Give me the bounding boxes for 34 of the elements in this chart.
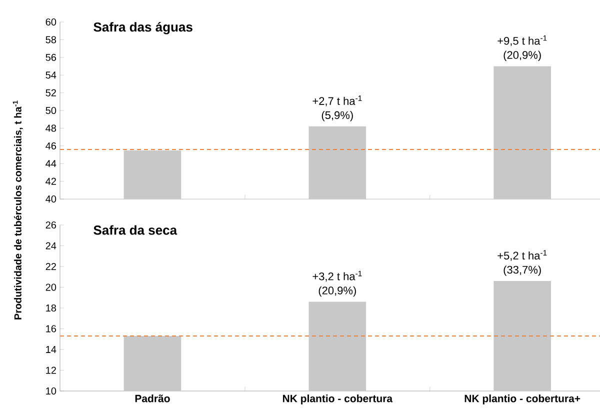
chart-title: Safra das águas xyxy=(94,22,192,34)
y-tick-label: 14 xyxy=(46,346,56,353)
y-tick-label: 52 xyxy=(46,89,56,96)
y-tick-label: 24 xyxy=(46,242,56,250)
annotation: +2,7 t ha$^{-1}$ xyxy=(312,96,362,106)
annotation: (20,9%) xyxy=(318,286,356,297)
y-tick-label: 56 xyxy=(46,54,56,61)
y-tick-label: 42 xyxy=(46,178,56,185)
chart-title: Safra da seca xyxy=(94,225,178,235)
y-tick-label: 50 xyxy=(46,106,56,114)
y-tick-label: 48 xyxy=(46,124,56,132)
annotation: (33,7%) xyxy=(504,266,541,276)
annotation: +5,2 t ha$^{-1}$ xyxy=(498,250,547,261)
y-tick-label: 20 xyxy=(46,284,56,291)
x-tick-label: NK plantio - cobertura+ xyxy=(464,394,580,404)
y-tick-label: 16 xyxy=(46,325,56,332)
y-tick-label: 10 xyxy=(46,387,56,395)
y-tick-label: 22 xyxy=(46,263,56,270)
y-tick-label: 44 xyxy=(46,160,56,168)
y-tick-label: 26 xyxy=(46,221,56,229)
y-tick-label: 60 xyxy=(46,18,56,26)
y-tick-label: 58 xyxy=(46,36,56,44)
annotation: +9,5 t ha$^{-1}$ xyxy=(498,35,547,46)
y-tick-label: 46 xyxy=(46,142,56,150)
annotation: (20,9%) xyxy=(504,50,541,62)
y-tick-label: 40 xyxy=(46,195,56,203)
annotation: (5,9%) xyxy=(322,110,353,122)
x-tick-label: NK plantio - cobertura xyxy=(282,394,393,404)
y-tick-label: 12 xyxy=(46,366,56,374)
y-tick-label: 18 xyxy=(46,304,56,312)
annotation: +3,2 t ha$^{-1}$ xyxy=(312,270,362,282)
x-tick-label: Padrão xyxy=(135,394,170,402)
y-tick-label: 54 xyxy=(46,72,56,79)
y-axis-title: Produtividade de tubérculos comerciais, t ha$^{-1}$ xyxy=(12,100,23,320)
